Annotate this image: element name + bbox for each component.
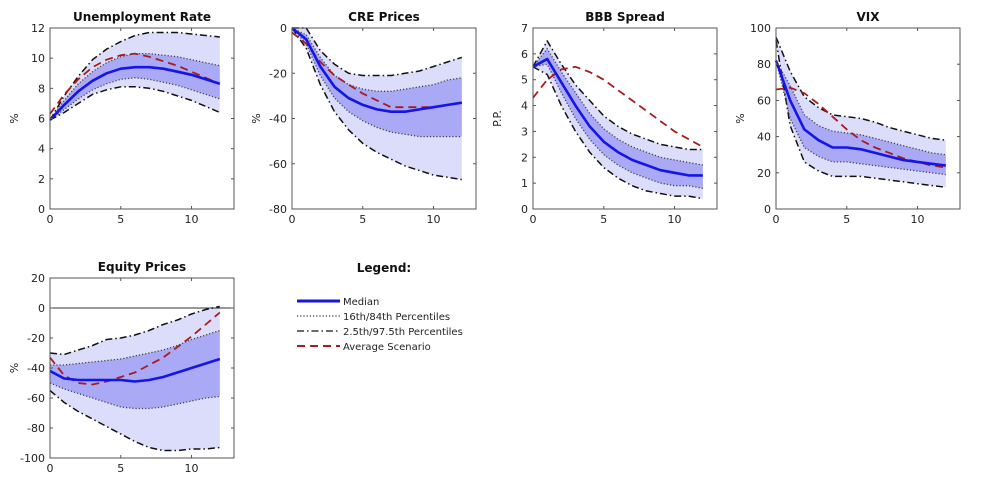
y-tick-label: 2 [38,173,45,186]
x-tick-label: 0 [47,462,54,475]
y-tick-label: 60 [757,94,771,107]
x-tick-label: 5 [359,213,366,226]
x-tick-label: 0 [289,213,296,226]
y-tick-label: 20 [757,167,771,180]
y-tick-label: 80 [757,58,771,71]
panel-title: Equity Prices [98,260,186,274]
y-tick-label: -20 [27,332,45,345]
panel-unemployment-rate: Unemployment Rate 0 5 10 0 2 4 6 8 10 12% [8,10,235,226]
series-97-5th-percentile [532,40,703,151]
x-tick-label: 5 [843,213,850,226]
series-2-5th-percentile [291,27,462,181]
series-average-scenario [291,31,462,109]
series-16th-percentile [49,77,220,121]
x-tick-label: 0 [773,213,780,226]
legend-label-median: Median [343,297,379,308]
x-tick-label: 5 [117,462,124,475]
y-axis-label: % [734,113,747,123]
y-tick-label: 12 [31,22,45,35]
axes-frame [532,27,718,210]
y-tick-label: 0 [521,203,528,216]
y-tick-label: 0 [280,22,287,35]
band-16-84 [50,53,220,120]
series-84th-percentile [532,48,703,166]
y-axis-label: P.P. [491,110,504,127]
y-tick-label: -80 [27,422,45,435]
panel-title: CRE Prices [348,10,420,24]
y-tick-label: 4 [521,100,528,113]
series-84th-percentile [49,52,220,121]
y-tick-label: 6 [521,48,528,61]
series-84th-percentile [775,60,946,156]
series-average-scenario [49,311,221,386]
series-2-5th-percentile [532,66,703,200]
y-tick-label: 40 [757,131,771,144]
series-84th-percentile [291,27,462,92]
legend-title: Legend: [357,261,411,275]
y-tick-label: 100 [750,22,771,35]
y-tick-label: -80 [269,203,287,216]
series-2-5th-percentile [49,389,220,452]
legend-label-16-84: 16th/84th Percentiles [343,312,450,323]
x-tick-label: 10 [185,213,199,226]
x-tick-label: 0 [530,213,537,226]
y-axis-label: % [8,113,21,123]
x-tick-label: 10 [185,462,199,475]
y-tick-label: -20 [269,67,287,80]
y-tick-label: -100 [20,452,45,465]
series-average-scenario [49,52,221,115]
series-97-5th-percentile [49,31,220,121]
y-tick-label: 5 [521,74,528,87]
panel-title: BBB Spread [585,10,665,24]
y-axis-label: % [8,363,21,373]
panel-title: VIX [856,10,880,24]
y-tick-label: -40 [269,113,287,126]
series-2-5th-percentile [775,40,946,189]
panel-equity-prices: Equity Prices 0 5 10 -100 -80 -60 -40 -20 0 20% [8,260,235,475]
y-tick-label: 0 [38,302,45,315]
series-2-5th-percentile [49,86,221,121]
x-tick-label: 10 [668,213,682,226]
y-tick-label: 2 [521,151,528,164]
panel-bbb-spread: BBB Spread 0 5 10 0 1 2 3 4 5 6 7 P.P. [491,10,718,226]
y-tick-label: 20 [31,272,45,285]
x-tick-label: 5 [600,213,607,226]
series-84th-percentile [50,329,220,366]
y-tick-label: 0 [764,203,771,216]
series-16th-percentile [291,27,462,138]
x-tick-label: 0 [47,213,54,226]
x-tick-label: 10 [911,213,925,226]
series-median [774,60,946,167]
legend: Legend: Median 16th/84th Percentiles 2.5… [297,261,463,353]
y-tick-label: -40 [27,362,45,375]
series-average-scenario [532,65,704,148]
y-tick-label: -60 [27,392,45,405]
series-median [49,65,221,121]
y-tick-label: -60 [269,158,287,171]
series-median [49,357,221,383]
panel-cre-prices: CRE Prices 0 5 10 -80 -60 -40 -20 0% [250,10,477,226]
x-tick-label: 10 [427,213,441,226]
y-tick-label: 0 [38,203,45,216]
y-tick-label: 1 [521,177,528,190]
axes-frame [775,27,961,210]
y-tick-label: 3 [521,125,528,138]
y-tick-label: 10 [31,52,45,65]
legend-label-average: Average Scenario [343,342,431,353]
y-tick-label: 7 [521,22,528,35]
legend-label-2-5-97-5: 2.5th/97.5th Percentiles [343,327,463,338]
y-tick-label: 8 [38,82,45,95]
panel-title: Unemployment Rate [73,10,211,24]
y-tick-label: 6 [38,113,45,126]
band-16-84 [50,330,220,409]
series-median [532,57,703,177]
y-tick-label: 4 [38,143,45,156]
series-median [291,26,463,113]
x-tick-label: 5 [117,213,124,226]
series-97-5th-percentile [49,305,220,356]
y-axis-label: % [250,113,263,123]
series-97-5th-percentile [292,27,463,77]
